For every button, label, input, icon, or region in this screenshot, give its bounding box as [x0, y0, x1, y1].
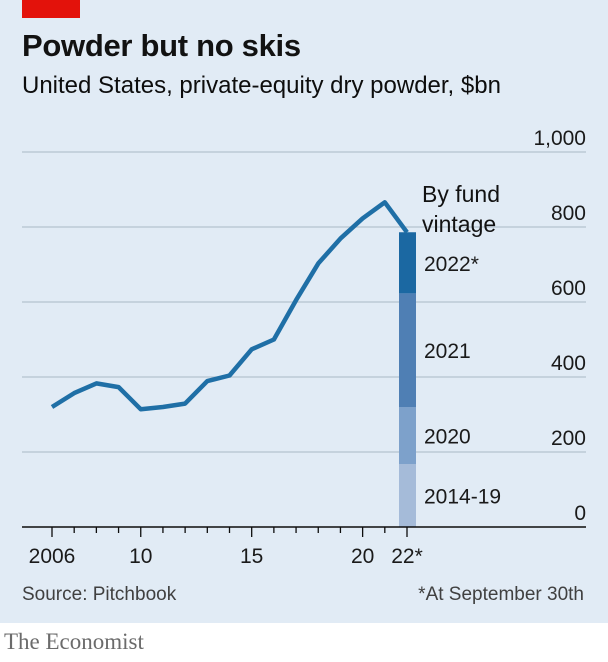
y-tick-label: 600: [551, 277, 586, 300]
economist-logo-text: The Economist: [4, 629, 144, 654]
x-tick-label: 15: [240, 545, 263, 568]
stack-segment-label: 2014-19: [424, 486, 501, 509]
footer-bar: The Economist: [0, 623, 608, 662]
stack-segment-label: 2022*: [424, 253, 479, 276]
stack-segment: [399, 464, 416, 527]
y-tick-label: 400: [551, 352, 586, 375]
x-tick-label: 2006: [29, 545, 76, 568]
series-line-dry-powder: [50, 200, 409, 412]
stack-segment-label: 2021: [424, 340, 471, 363]
y-tick-label: 0: [574, 502, 586, 525]
stack-segment: [399, 407, 416, 464]
footnote: *At September 30th: [418, 584, 584, 605]
stack-title: vintage: [422, 211, 496, 237]
x-tick-label: 20: [351, 545, 374, 568]
vintage-stack: 2014-19 2020 2021 2022* By fund vintage: [399, 181, 501, 527]
y-tick-label: 200: [551, 427, 586, 450]
x-axis: 2006 10 15 20 22*: [22, 526, 586, 568]
stack-segment-label: 2020: [424, 426, 471, 449]
x-tick-label: 10: [129, 545, 152, 568]
source-note: Source: Pitchbook: [22, 584, 177, 605]
x-tick-label: 22*: [391, 545, 423, 568]
chart-subtitle: United States, private-equity dry powder…: [22, 72, 501, 99]
stack-segment: [399, 293, 416, 407]
stack-title: By fund: [422, 181, 500, 207]
chart-title: Powder but no skis: [22, 28, 301, 63]
brand-red-tag: [22, 0, 80, 18]
stack-segment: [399, 232, 416, 294]
y-tick-label: 1,000: [533, 127, 586, 150]
y-axis-labels: 0 200 400 600 800 1,000: [533, 127, 586, 525]
y-tick-label: 800: [551, 202, 586, 225]
grid-lines: [22, 151, 586, 453]
